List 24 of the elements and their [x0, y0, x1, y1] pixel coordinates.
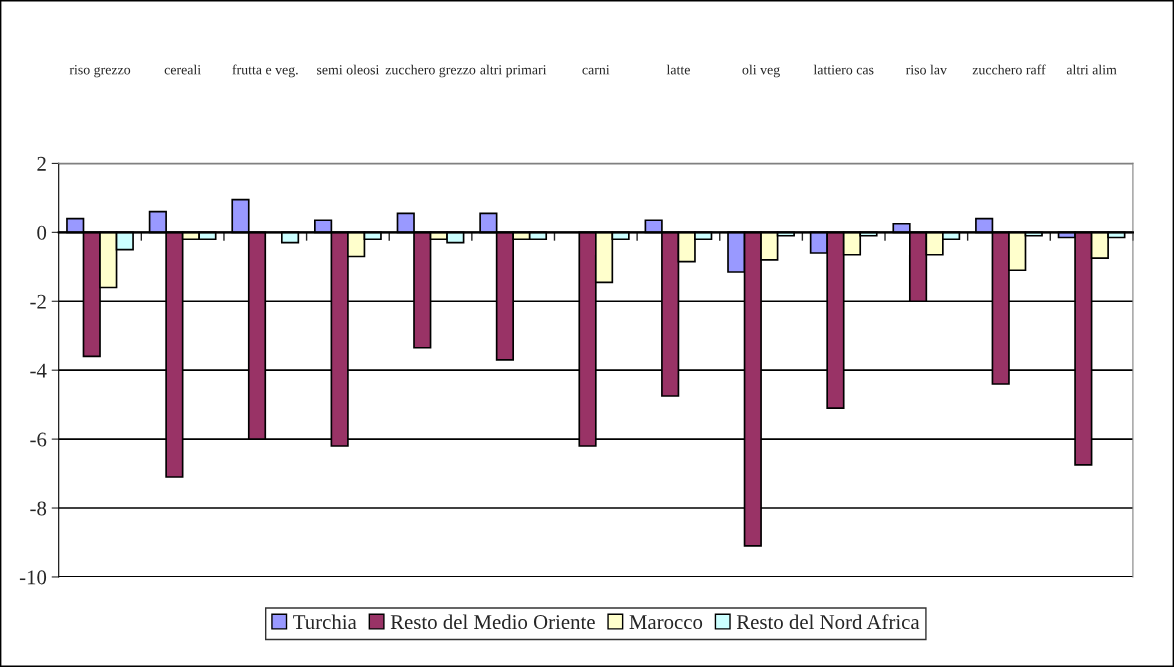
- x-tick-label: oli veg: [742, 64, 780, 78]
- x-tick-label: carni: [582, 65, 610, 75]
- x-tick-label: frutta e veg.: [232, 64, 298, 78]
- legend-label: Turchia: [293, 614, 357, 630]
- x-tick-label: altri primari: [480, 64, 547, 78]
- legend-label: Resto del Medio Oriente: [390, 614, 595, 630]
- x-tick-label: riso lav: [905, 64, 947, 75]
- x-tick-label: lattiero cas: [813, 64, 874, 75]
- x-tick-label: latte: [666, 64, 690, 75]
- x-tick-label: zucchero grezzo: [385, 64, 476, 78]
- x-tick-label: zucchero raff: [972, 64, 1046, 75]
- y-tick-label: -4: [30, 363, 47, 378]
- y-tick-label: -2: [30, 294, 46, 309]
- y-tick-label: 0: [37, 225, 47, 240]
- y-tick-label: -6: [30, 432, 47, 447]
- legend-label: Resto del Nord Africa: [736, 614, 920, 630]
- legend-label: Marocco: [629, 615, 703, 630]
- x-tick-label: cereali: [164, 64, 201, 75]
- x-tick-label: riso grezzo: [69, 65, 131, 78]
- x-tick-label: altri alim: [1066, 64, 1117, 75]
- x-tick-label: semi oleosi: [317, 64, 380, 75]
- y-tick-label: -8: [30, 501, 47, 516]
- y-tick-label: -10: [19, 570, 47, 585]
- y-tick-label: 2: [37, 156, 46, 171]
